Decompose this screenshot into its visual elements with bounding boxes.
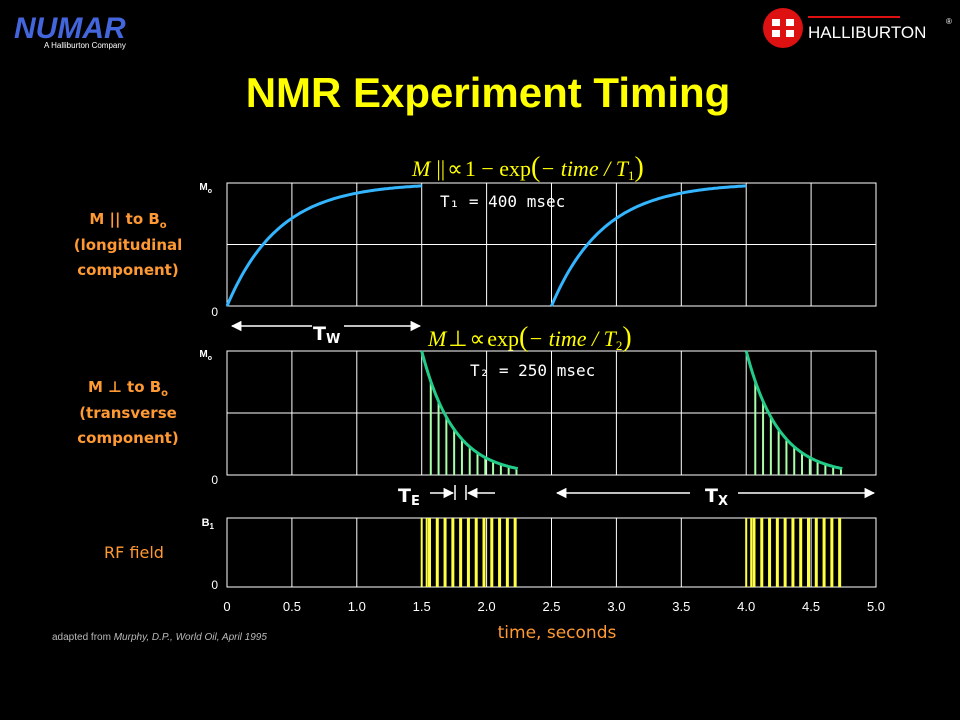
- longitudinal-label-line2: (longitudinal: [74, 236, 183, 254]
- numar-logo: NUMAR A Halliburton Company: [14, 12, 126, 50]
- te-arrow: TE: [398, 485, 495, 509]
- transverse-label-line3: component): [77, 429, 178, 447]
- footnote: adapted from Murphy, D.P., World Oil, Ap…: [52, 632, 267, 643]
- echo-amplitude-stems: [429, 381, 842, 475]
- rf-label: RF field: [104, 543, 164, 562]
- halliburton-wordmark: HALLIBURTON: [808, 23, 926, 42]
- t1-recovery-curve: [225, 184, 747, 307]
- rf-ybottom-label: 0: [211, 578, 218, 592]
- tw-label: TW: [313, 323, 340, 347]
- x-tick-label: 3.5: [672, 599, 690, 614]
- t1-formula: M ||∝1 − exp(− time / T1): [411, 152, 644, 183]
- longitudinal-ybottom-label: 0: [211, 305, 218, 319]
- x-tick-label: 1.5: [413, 599, 431, 614]
- x-tick-label: 1.0: [348, 599, 366, 614]
- t2-formula: M⊥∝exp(− time / T2): [427, 322, 632, 353]
- transverse-label-line1: M ⊥ to Bo: [88, 378, 168, 399]
- numar-tagline: A Halliburton Company: [44, 41, 126, 50]
- panel-rf: RF field B1 0: [104, 517, 877, 592]
- longitudinal-ytop-label: Mo: [199, 182, 212, 195]
- rf-grid: [226, 517, 877, 588]
- tx-label: TX: [705, 485, 728, 509]
- transverse-grid: [226, 350, 877, 476]
- t1-value-label: T₁ = 400 msec: [440, 192, 565, 211]
- x-tick-label: 2.0: [478, 599, 496, 614]
- t2-decay-curve: [420, 350, 843, 471]
- panel-transverse: M ⊥ to Bo (transverse component) Mo 0 M⊥…: [77, 322, 877, 487]
- x-tick-label: 2.5: [542, 599, 560, 614]
- tx-arrow: TX: [555, 485, 876, 509]
- longitudinal-grid: [226, 182, 877, 307]
- longitudinal-label-line3: component): [77, 261, 178, 279]
- halliburton-logo: HALLIBURTON ®: [763, 8, 952, 48]
- transverse-label-line2: (transverse: [79, 404, 177, 422]
- transverse-ytop-label: Mo: [199, 349, 212, 362]
- x-tick-label: 0.5: [283, 599, 301, 614]
- tw-arrow: TW: [230, 320, 422, 347]
- x-tick-label: 0: [223, 599, 230, 614]
- x-axis-label: time, seconds: [498, 623, 617, 643]
- x-tick-label: 4.0: [737, 599, 755, 614]
- te-label: TE: [398, 485, 420, 509]
- longitudinal-label-line1: M || to Bo: [89, 210, 166, 231]
- t2-value-label: T₂ = 250 msec: [470, 361, 595, 380]
- rf-ytop-label: B1: [202, 517, 215, 531]
- page-title: NMR Experiment Timing: [246, 69, 731, 116]
- x-tick-label: 4.5: [802, 599, 820, 614]
- registered-mark: ®: [946, 17, 952, 26]
- panel-longitudinal: M || to Bo (longitudinal component) Mo 0…: [74, 152, 877, 319]
- x-axis-ticks: 0 0.5 1.0 1.5 2.0 2.5 3.0 3.5 4.0 4.5 5.0: [223, 599, 885, 614]
- transverse-ybottom-label: 0: [211, 473, 218, 487]
- rf-pulse-train: [420, 518, 842, 587]
- x-tick-label: 3.0: [607, 599, 625, 614]
- numar-wordmark: NUMAR: [14, 12, 126, 45]
- x-tick-label: 5.0: [867, 599, 885, 614]
